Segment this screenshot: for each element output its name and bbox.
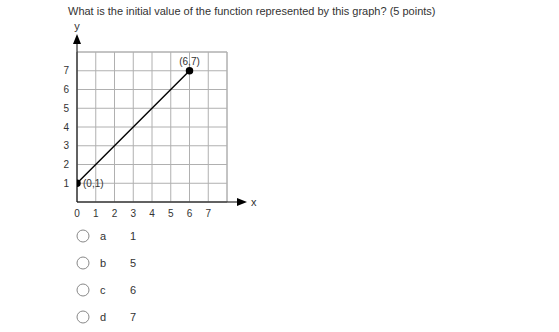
svg-text:3: 3: [130, 208, 136, 219]
svg-text:(0,1): (0,1): [83, 178, 104, 189]
svg-text:5: 5: [63, 103, 69, 114]
html-text:d: d: [100, 311, 107, 323]
svg-text:4: 4: [63, 122, 69, 133]
svg-text:0: 0: [74, 208, 80, 219]
svg-text:1: 1: [93, 208, 99, 219]
html-text:6: 6: [130, 284, 137, 296]
html-text:7: 7: [130, 311, 137, 323]
svg-text:(6,7): (6,7): [179, 56, 200, 67]
html-text:1: 1: [130, 230, 137, 242]
html-text:a: a: [100, 230, 107, 242]
svg-text:x: x: [251, 196, 257, 208]
svg-text:5: 5: [168, 208, 174, 219]
svg-text:1: 1: [63, 178, 69, 189]
html-text:c: c: [100, 284, 106, 296]
html-text:What is the initial value of t: What is the initial value of the functio…: [68, 5, 436, 17]
html-text:b: b: [100, 257, 107, 269]
svg-text:2: 2: [112, 208, 118, 219]
html-text:5: 5: [130, 257, 137, 269]
svg-text:y: y: [74, 20, 80, 32]
svg-text:7: 7: [205, 208, 211, 219]
svg-text:2: 2: [63, 159, 69, 170]
svg-text:6: 6: [187, 208, 193, 219]
svg-text:3: 3: [63, 140, 69, 151]
svg-text:7: 7: [63, 65, 69, 76]
svg-text:4: 4: [149, 208, 155, 219]
svg-text:6: 6: [63, 84, 69, 95]
